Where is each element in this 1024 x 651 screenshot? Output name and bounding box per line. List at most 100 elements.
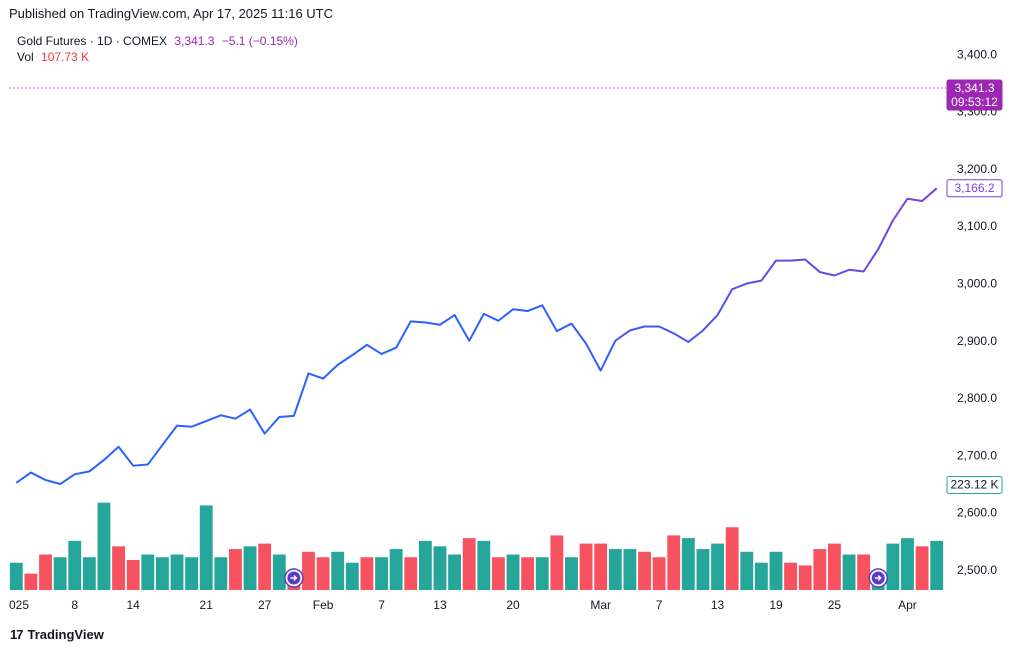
volume-bar [155, 557, 169, 590]
last-value-badge-value: 3,166.2 [954, 181, 994, 195]
x-tick-label: 19 [769, 598, 783, 612]
volume-bar [82, 557, 96, 590]
y-tick-label: 2,500.0 [957, 563, 997, 577]
x-tick-label: Mar [590, 598, 611, 612]
volume-bar [418, 540, 432, 591]
last-price-label: 3,341.3 [174, 34, 215, 48]
volume-bar [53, 557, 67, 590]
volume-bar [97, 502, 111, 590]
volume-bar [886, 543, 900, 590]
x-tick-label: 20 [506, 598, 520, 612]
x-tick-label: Apr [898, 598, 917, 612]
volume-bar [24, 573, 38, 591]
price-change-label: −5.1 (−0.15%) [221, 34, 298, 48]
volume-bar [316, 557, 330, 590]
volume-bar [798, 565, 812, 590]
volume-bar [375, 557, 388, 590]
event-arrow-icon [290, 575, 298, 581]
x-tick-label: 27 [258, 598, 272, 612]
volume-bar [506, 554, 520, 590]
y-tick-label: 3,200.0 [957, 162, 997, 176]
volume-bar [360, 557, 374, 590]
volume-bar [579, 543, 593, 590]
volume-bar [68, 540, 82, 591]
x-tick-label: 7 [656, 598, 663, 612]
x-tick-label: 25 [828, 598, 842, 612]
symbol-label[interactable]: Gold Futures · 1D · COMEX [17, 34, 168, 48]
volume-bar [477, 540, 491, 591]
volume-bar [842, 554, 856, 590]
published-caption: Published on TradingView.com, Apr 17, 20… [9, 6, 333, 21]
chart-legend: Gold Futures · 1D · COMEX 3,341.3 −5.1 (… [17, 33, 298, 65]
volume-bar [711, 543, 724, 590]
volume-bar [930, 540, 944, 591]
volume-legend-value: 107.73 K [41, 50, 90, 64]
volume-bar [740, 551, 754, 590]
volume-bar [331, 551, 345, 590]
tradingview-brand-label: TradingView [27, 627, 104, 642]
volume-bar [565, 557, 578, 590]
volume-bar [594, 543, 608, 590]
volume-bar [725, 527, 739, 590]
y-tick-label: 2,700.0 [957, 448, 997, 462]
volume-bar [681, 538, 695, 590]
volume-bar [608, 549, 622, 590]
event-arrow-icon [874, 575, 882, 581]
x-tick-label: 13 [433, 598, 447, 612]
x-tick-label: 8 [71, 598, 78, 612]
current-price-badge [946, 79, 1003, 111]
volume-bar [901, 538, 914, 590]
volume-bar [258, 543, 272, 590]
volume-badge [946, 476, 1003, 494]
volume-bar [448, 554, 462, 590]
current-price-badge-value: 3,341.3 [954, 81, 994, 95]
volume-bar [915, 546, 929, 590]
volume-badge-value: 223.12 K [950, 478, 998, 492]
volume-bar [229, 549, 242, 590]
y-tick-label: 2,600.0 [957, 506, 997, 520]
volume-bar [638, 551, 651, 590]
volume-legend-label[interactable]: Vol [17, 50, 34, 64]
last-value-badge [946, 179, 1003, 198]
volume-bar [491, 557, 505, 590]
x-tick-label: 13 [711, 598, 725, 612]
volume-bar [696, 549, 710, 590]
volume-bar [302, 551, 315, 590]
volume-bar [389, 549, 403, 590]
volume-bar [126, 559, 140, 590]
y-tick-label: 3,000.0 [957, 277, 997, 291]
volume-bar [462, 538, 476, 590]
volume-bar [667, 535, 681, 590]
volume-bar [754, 562, 768, 590]
x-tick-label: 7 [378, 598, 385, 612]
x-tick-label: 14 [127, 598, 141, 612]
x-tick-label: 025 [9, 598, 29, 612]
tradingview-mark-icon: 17 [10, 627, 24, 642]
volume-bar [813, 549, 827, 590]
volume-bar [141, 554, 155, 590]
volume-bar [214, 557, 228, 590]
tradingview-logo[interactable]: 17 TradingView [10, 627, 104, 642]
volume-bar [784, 562, 798, 590]
volume-bar [828, 543, 841, 590]
volume-bar [623, 549, 637, 590]
x-tick-label: 21 [200, 598, 214, 612]
volume-bar [404, 557, 418, 590]
y-tick-label: 3,100.0 [957, 219, 997, 233]
volume-bar [272, 554, 286, 590]
volume-bar [112, 546, 125, 590]
volume-bar [652, 557, 666, 590]
volume-bar [769, 551, 783, 590]
volume-bar [550, 535, 564, 590]
countdown-badge-value: 09:53:12 [951, 95, 998, 109]
price-line [15, 187, 938, 486]
y-tick-label: 2,900.0 [957, 334, 997, 348]
volume-bar [170, 554, 184, 590]
volume-bar [9, 562, 23, 590]
volume-bar [521, 557, 535, 590]
volume-bar [433, 546, 447, 590]
volume-bar [199, 505, 213, 590]
volume-bar [39, 554, 52, 590]
volume-bar [243, 546, 257, 590]
